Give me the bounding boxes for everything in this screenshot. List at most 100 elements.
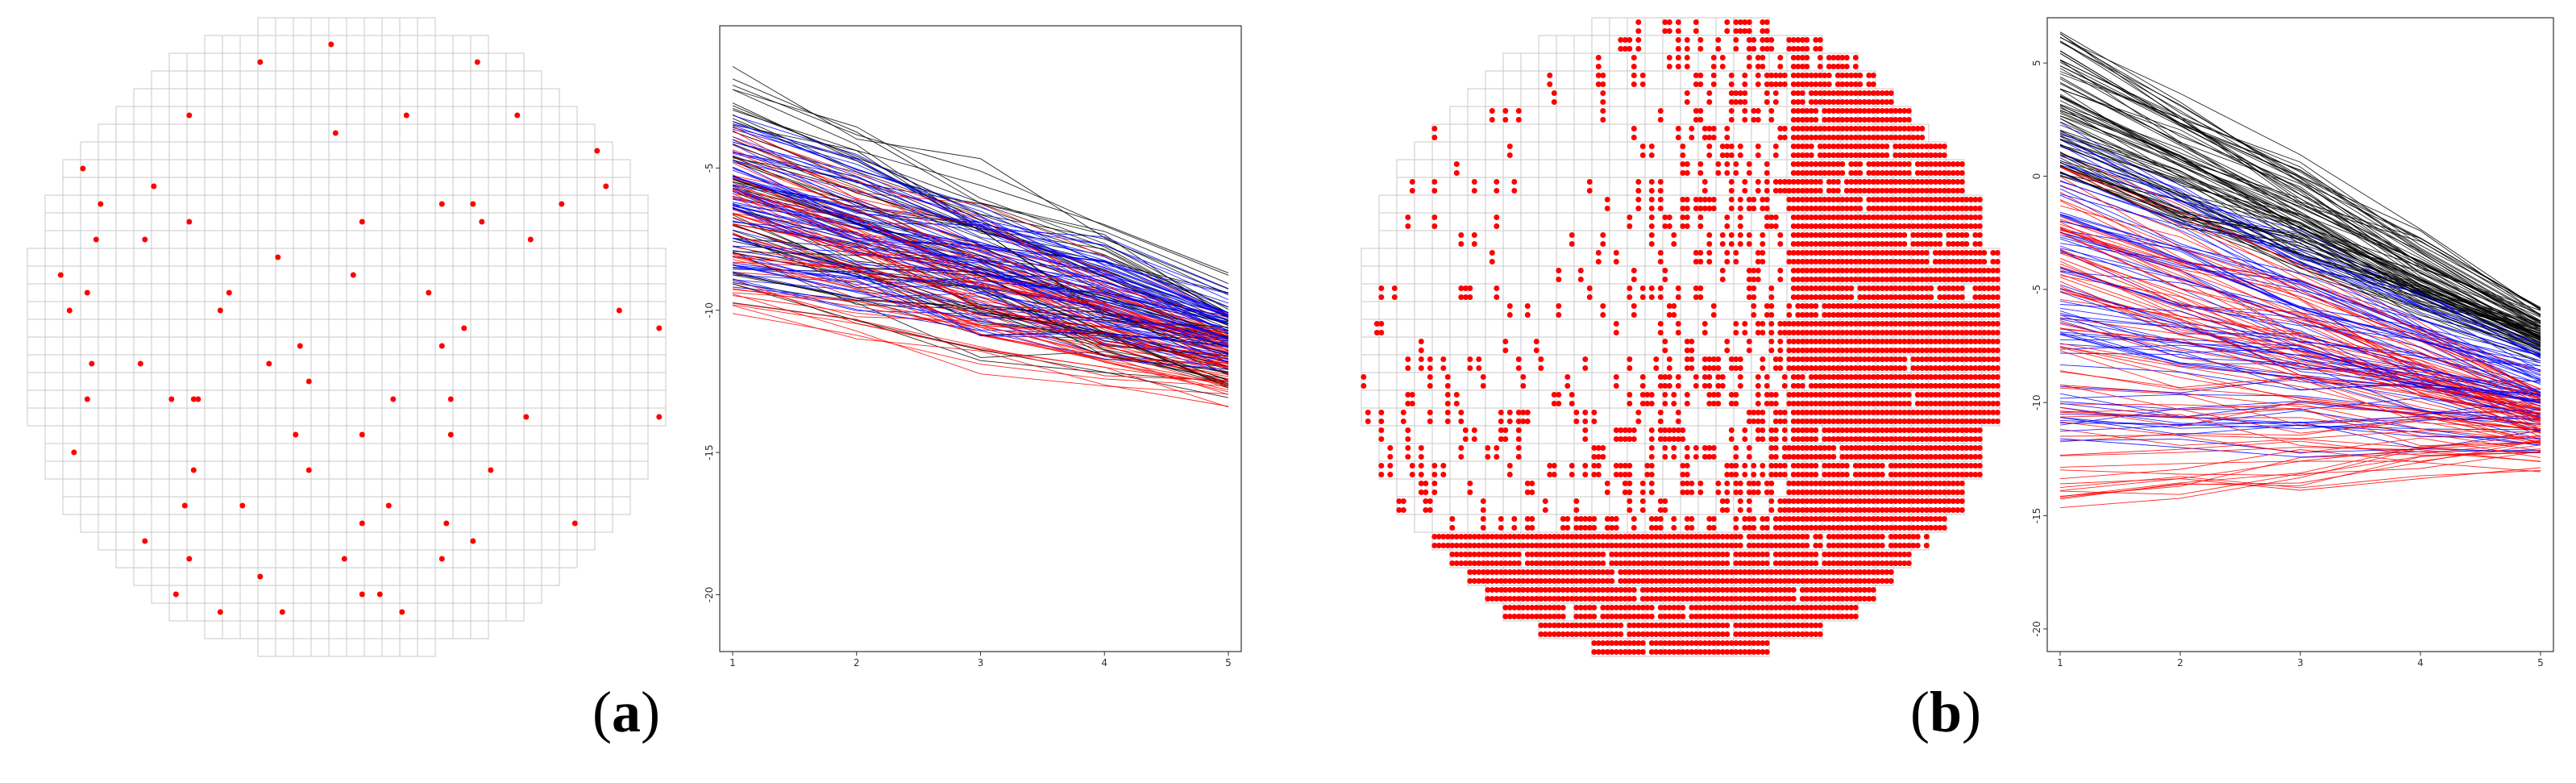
wafer-cell — [1520, 88, 1539, 107]
wafer-cell — [417, 230, 436, 249]
defect-point — [1830, 472, 1837, 477]
wafer-cell — [239, 265, 259, 285]
defect-point — [1680, 569, 1686, 575]
defect-point — [1697, 560, 1704, 566]
defect-point — [1657, 206, 1664, 211]
defect-point — [1378, 472, 1385, 477]
defect-point — [1790, 410, 1797, 415]
defect-point — [1817, 259, 1823, 264]
wafer-cell — [151, 478, 170, 498]
wafer-cell — [1697, 496, 1717, 515]
defect-point — [1666, 28, 1672, 34]
defect-point — [1822, 161, 1828, 167]
wafer-cell — [470, 478, 489, 498]
wafer-cell — [470, 620, 489, 639]
wafer-cell — [328, 336, 347, 356]
wafer-cell — [27, 265, 46, 285]
wafer-cell — [434, 265, 454, 285]
defect-point — [1790, 55, 1797, 60]
wafer-cell — [293, 70, 312, 90]
wafer-cell — [399, 70, 418, 90]
defect-point — [1498, 569, 1504, 575]
wafer-cell — [133, 514, 152, 533]
defect-point — [1577, 569, 1584, 575]
series-line-blue — [732, 264, 1229, 348]
defect-point — [1848, 108, 1855, 114]
wafer-cell — [399, 177, 418, 196]
defect-point — [1786, 356, 1793, 362]
defect-point — [1635, 206, 1642, 211]
defect-point — [1418, 481, 1424, 486]
defect-point — [1568, 623, 1575, 628]
defect-point — [1715, 161, 1722, 167]
defect-point — [1542, 543, 1548, 548]
defect-point — [1751, 587, 1757, 593]
defect-point — [1657, 543, 1664, 548]
defect-point — [1701, 605, 1708, 610]
defect-point — [1627, 498, 1633, 504]
defect-point — [1631, 64, 1637, 69]
defect-point — [1591, 614, 1598, 619]
defect-point — [1511, 188, 1518, 194]
defect-point — [1760, 552, 1766, 557]
wafer-cell — [470, 585, 489, 604]
defect-point — [1790, 99, 1797, 105]
defect-point — [1746, 339, 1752, 344]
wafer-cell — [168, 336, 188, 356]
wafer-cell — [168, 478, 188, 498]
defect-point — [1693, 81, 1699, 87]
wafer-cell — [293, 177, 312, 196]
defect-point — [1817, 578, 1823, 584]
defect-point — [1715, 401, 1722, 406]
defect-point — [1737, 383, 1743, 389]
defect-point — [1830, 285, 1837, 291]
wafer-cell — [204, 549, 223, 569]
wafer-cell — [257, 389, 276, 409]
wafer-cell — [470, 70, 489, 90]
defect-point — [1600, 90, 1606, 96]
wafer-cell — [1538, 301, 1557, 320]
wafer-cell — [186, 123, 206, 143]
defect-point — [1813, 206, 1819, 211]
defect-point — [1751, 631, 1757, 637]
defect-point — [1781, 73, 1788, 78]
defect-point — [1799, 330, 1805, 335]
defect-point — [1746, 170, 1752, 176]
wafer-cell — [222, 514, 241, 533]
defect-point — [305, 467, 312, 473]
defect-point — [1804, 117, 1810, 123]
wafer-cell — [364, 123, 383, 143]
defect-point — [1790, 294, 1797, 300]
defect-point — [1843, 55, 1850, 60]
wafer-cell — [204, 70, 223, 90]
wafer-cell — [1609, 301, 1628, 320]
defect-point — [1737, 498, 1743, 504]
wafer-cell — [1627, 88, 1646, 107]
defect-point — [1471, 543, 1477, 548]
defect-point — [1746, 640, 1752, 646]
wafer-cell — [239, 514, 259, 533]
defect-point — [1813, 587, 1819, 593]
defect-point — [1804, 365, 1810, 371]
defect-point — [1817, 498, 1823, 504]
defect-point — [1826, 596, 1832, 602]
wafer-cell — [381, 177, 401, 196]
defect-point — [1511, 560, 1518, 566]
defect-point — [1724, 543, 1730, 548]
defect-point — [1786, 534, 1793, 539]
defect-point — [1631, 649, 1637, 655]
wafer-cell — [505, 478, 525, 498]
wafer-cell — [1431, 443, 1451, 462]
defect-point — [1799, 223, 1805, 229]
wafer-cell — [470, 35, 489, 54]
defect-point — [1733, 525, 1739, 531]
wafer-cell — [257, 88, 276, 107]
defect-point — [1795, 419, 1801, 424]
defect-point — [1706, 241, 1713, 247]
defect-point — [1568, 543, 1575, 548]
wafer-cell — [346, 319, 365, 338]
wafer-cell — [364, 248, 383, 267]
defect-point — [1742, 631, 1748, 637]
defect-point — [1515, 534, 1522, 539]
wafer-cell — [115, 531, 135, 551]
